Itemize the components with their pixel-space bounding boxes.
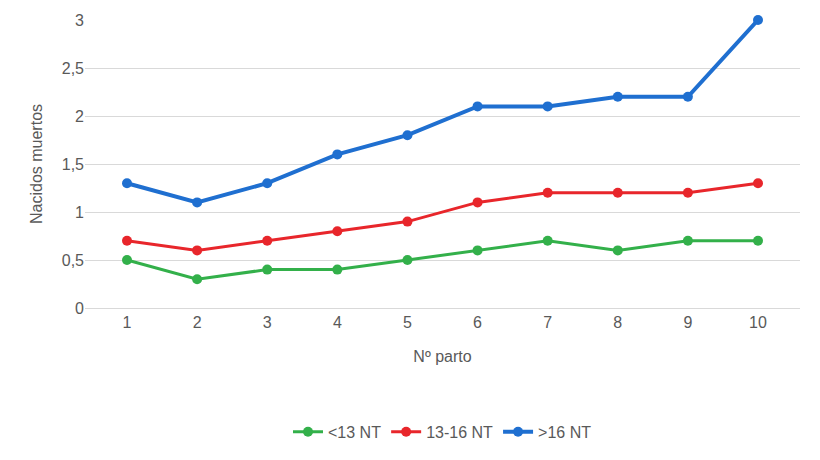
svg-text:Nº parto: Nº parto — [413, 348, 471, 365]
svg-text:5: 5 — [403, 314, 412, 331]
svg-text:4: 4 — [333, 314, 342, 331]
svg-text:8: 8 — [613, 314, 622, 331]
svg-text:1: 1 — [75, 204, 84, 221]
svg-text:2,5: 2,5 — [62, 60, 84, 77]
svg-text:3: 3 — [75, 12, 84, 29]
svg-text:2: 2 — [75, 108, 84, 125]
svg-text:Nacidos muertos: Nacidos muertos — [28, 104, 45, 224]
svg-text:6: 6 — [473, 314, 482, 331]
svg-text:0,5: 0,5 — [62, 252, 84, 269]
svg-text:0: 0 — [75, 300, 84, 317]
svg-text:7: 7 — [543, 314, 552, 331]
svg-text:2: 2 — [193, 314, 202, 331]
svg-text:1: 1 — [123, 314, 132, 331]
svg-text:10: 10 — [749, 314, 767, 331]
svg-text:1,5: 1,5 — [62, 156, 84, 173]
svg-text:9: 9 — [683, 314, 692, 331]
svg-text:13-16 NT: 13-16 NT — [426, 424, 493, 441]
svg-text:>16 NT: >16 NT — [538, 424, 591, 441]
svg-text:<13 NT: <13 NT — [328, 424, 381, 441]
svg-text:3: 3 — [263, 314, 272, 331]
